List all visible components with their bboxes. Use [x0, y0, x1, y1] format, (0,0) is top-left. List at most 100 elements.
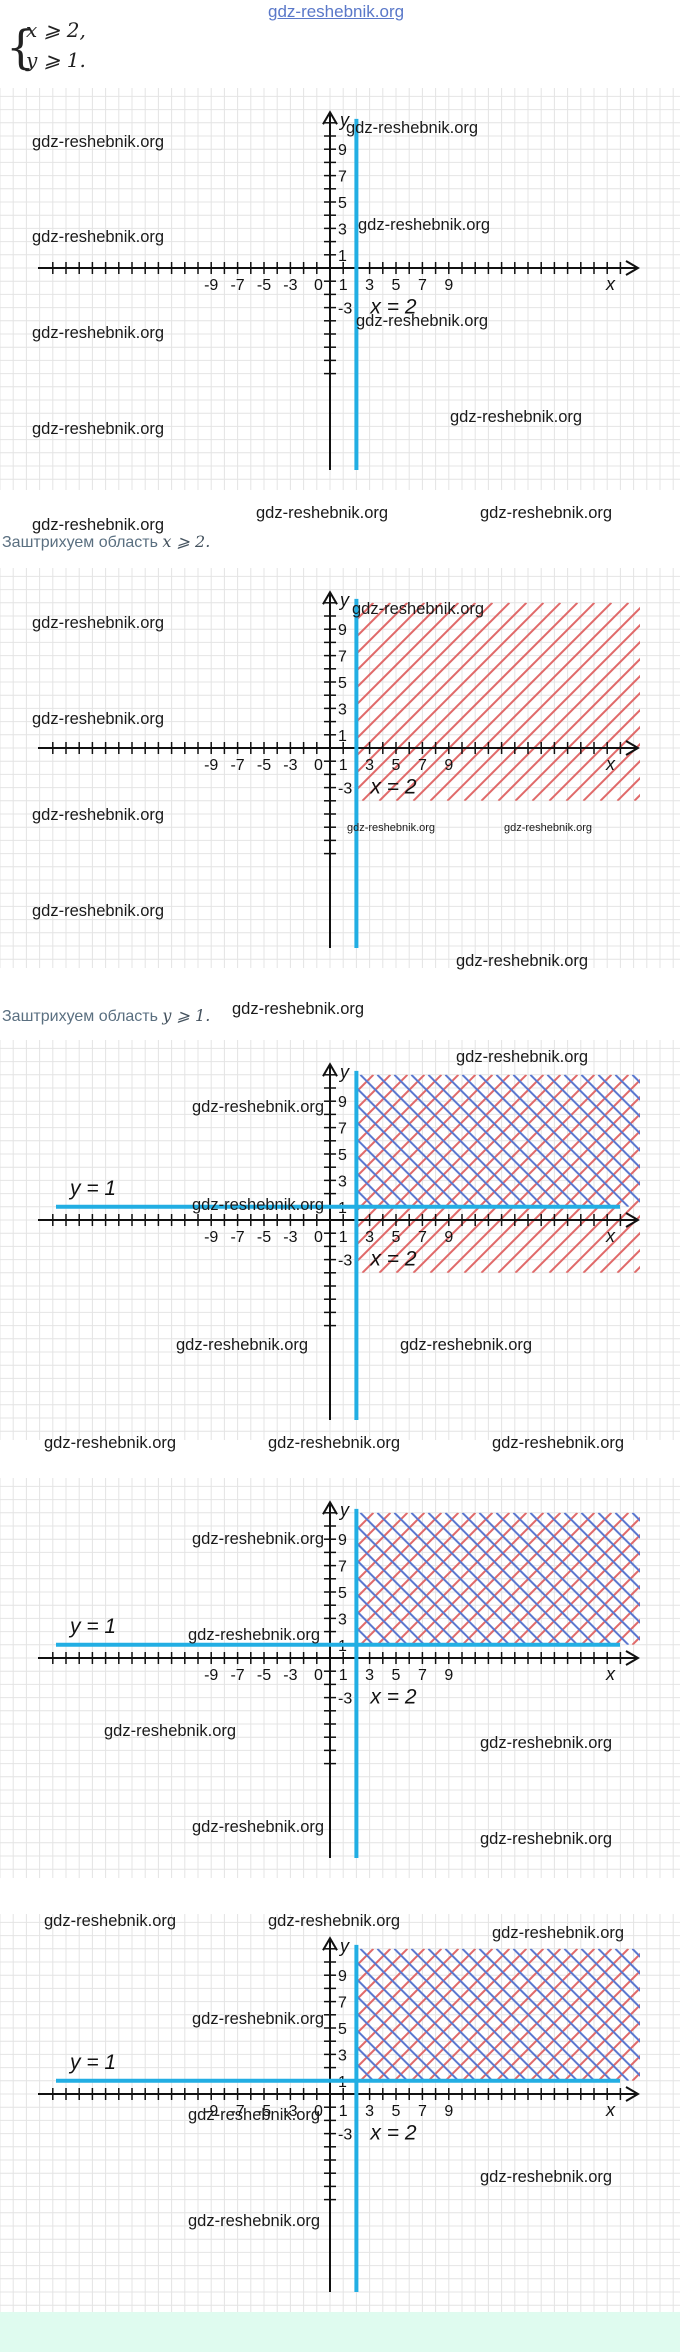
hatch-line: [429, 1074, 630, 1273]
hatch-line: [356, 602, 494, 741]
hatch-line: [356, 1074, 511, 1230]
caption-shade-x: Заштрихуем область x ⩾ 2.: [2, 532, 210, 552]
hatch-line: [356, 1171, 392, 1207]
hatch-line: [563, 1512, 640, 1590]
watermark: gdz-reshebnik.org: [104, 1722, 237, 1740]
hatch-line: [529, 1948, 640, 2060]
hatch-line: [376, 1074, 511, 1207]
bottom-band: [0, 2312, 680, 2352]
hatch-line: [495, 1948, 630, 2081]
y-tick-label: 5: [338, 195, 347, 212]
hatch-line: [356, 1120, 443, 1207]
hatch-line: [393, 1948, 528, 2081]
x-tick-label: 7: [418, 2103, 427, 2120]
x-tick-label: -5: [257, 1229, 271, 1246]
line-x-2-label: x = 2: [369, 776, 416, 799]
watermark: gdz-reshebnik.org: [32, 324, 165, 342]
y-tick-label: 9: [338, 622, 347, 639]
x-tick-label: -5: [257, 2103, 271, 2120]
x-tick-label: -9: [204, 1229, 218, 1246]
y-tick-label: 3: [338, 221, 347, 238]
hatch-line: [563, 1074, 640, 1152]
hatch-y-region: [356, 1948, 640, 2081]
hatch-line: [512, 1512, 640, 1641]
y-tick-label: 3: [338, 1173, 347, 1190]
hatch-line: [356, 1948, 392, 1985]
x-tick-label: 9: [444, 277, 453, 294]
origin-label: 0: [314, 2103, 323, 2120]
x-tick-label: 1: [339, 1229, 348, 1246]
x-tick-label: -3: [283, 757, 297, 774]
x-tick-label: -3: [283, 2103, 297, 2120]
hatch-line: [356, 2045, 392, 2081]
hatch-line: [497, 1129, 640, 1273]
hatch-line: [378, 602, 579, 801]
x-axis-label: x: [605, 1664, 616, 1684]
hatch-line: [410, 1512, 545, 1645]
hatch-line: [597, 1601, 640, 1645]
x-tick-label: -5: [257, 757, 271, 774]
site-link[interactable]: gdz-reshebnik.org: [268, 2, 405, 21]
hatch-line: [356, 1074, 443, 1162]
hatch-line: [356, 1103, 460, 1207]
hatch-line: [356, 602, 511, 758]
origin-label: 0: [314, 757, 323, 774]
x-tick-label: 1: [339, 2103, 348, 2120]
y-axis-arrow: [322, 590, 338, 605]
hatch-line: [565, 725, 640, 801]
y-tick-label: 9: [338, 142, 347, 159]
y-tick-label: 1: [338, 248, 347, 265]
x-tick-label: -7: [230, 1667, 244, 1684]
hatch-line: [582, 1214, 640, 1273]
hatch-line: [512, 1074, 640, 1203]
x-tick-label: 1: [339, 277, 348, 294]
hatch-line: [614, 1618, 640, 1645]
hatch-line: [463, 623, 640, 801]
system-brace: {: [6, 20, 36, 74]
hatch-line: [546, 1948, 640, 2043]
hatch-line: [614, 1948, 640, 1975]
graph-panel-1: -9 -7 -5 -3 1 3 5 7 9 9 7 5 3 1 -3 0 x y x = 2: [0, 88, 680, 490]
hatch-line: [478, 1074, 613, 1207]
watermark: gdz-reshebnik.org: [32, 133, 165, 151]
x-axis-label: x: [605, 274, 616, 294]
hatch-line: [480, 640, 640, 801]
hatch-line: [356, 1086, 477, 1207]
watermark: gdz-reshebnik.org: [358, 216, 491, 234]
hatch-line: [446, 606, 640, 801]
hatch-line: [599, 759, 640, 801]
hatch-line: [359, 1074, 494, 1207]
x-tick-label: -5: [257, 277, 271, 294]
x-axis-label: x: [605, 2100, 616, 2120]
hatch-line: [580, 2020, 640, 2081]
x-tick-label: -9: [204, 2103, 218, 2120]
hatch-line: [651, 603, 680, 801]
y-tick-label: 9: [338, 1094, 347, 1111]
caption-shade-y: Заштрихуем область y ⩾ 1.: [2, 1006, 210, 1026]
hatch-line: [359, 1512, 494, 1645]
hatch-line: [356, 1074, 545, 1264]
watermark: gdz-reshebnik.org: [400, 1336, 533, 1354]
hatch-line: [356, 2028, 409, 2081]
y-tick-label: 7: [338, 169, 347, 186]
hatch-line: [614, 1512, 640, 1539]
x-tick-label: 5: [392, 2103, 401, 2120]
hatch-line: [356, 1524, 477, 1645]
hatch-line: [356, 1074, 460, 1179]
watermark: gdz-reshebnik.org: [480, 504, 613, 522]
y-tick-label: 1: [338, 728, 347, 745]
watermark: gdz-reshebnik.org: [356, 312, 489, 330]
hatch-line: [356, 602, 409, 656]
watermark: gdz-reshebnik.org: [44, 1434, 177, 1452]
system-row-1: x ⩾ 2,: [26, 18, 86, 42]
hatch-line: [480, 1112, 640, 1273]
x-axis-label: x: [605, 754, 616, 774]
y-axis-arrow: [322, 1500, 338, 1515]
y-tick-label: 9: [338, 1968, 347, 1985]
line-y-1-label: y = 1: [68, 2051, 116, 2074]
hatch-line: [497, 657, 640, 801]
hatch-line: [514, 674, 640, 801]
